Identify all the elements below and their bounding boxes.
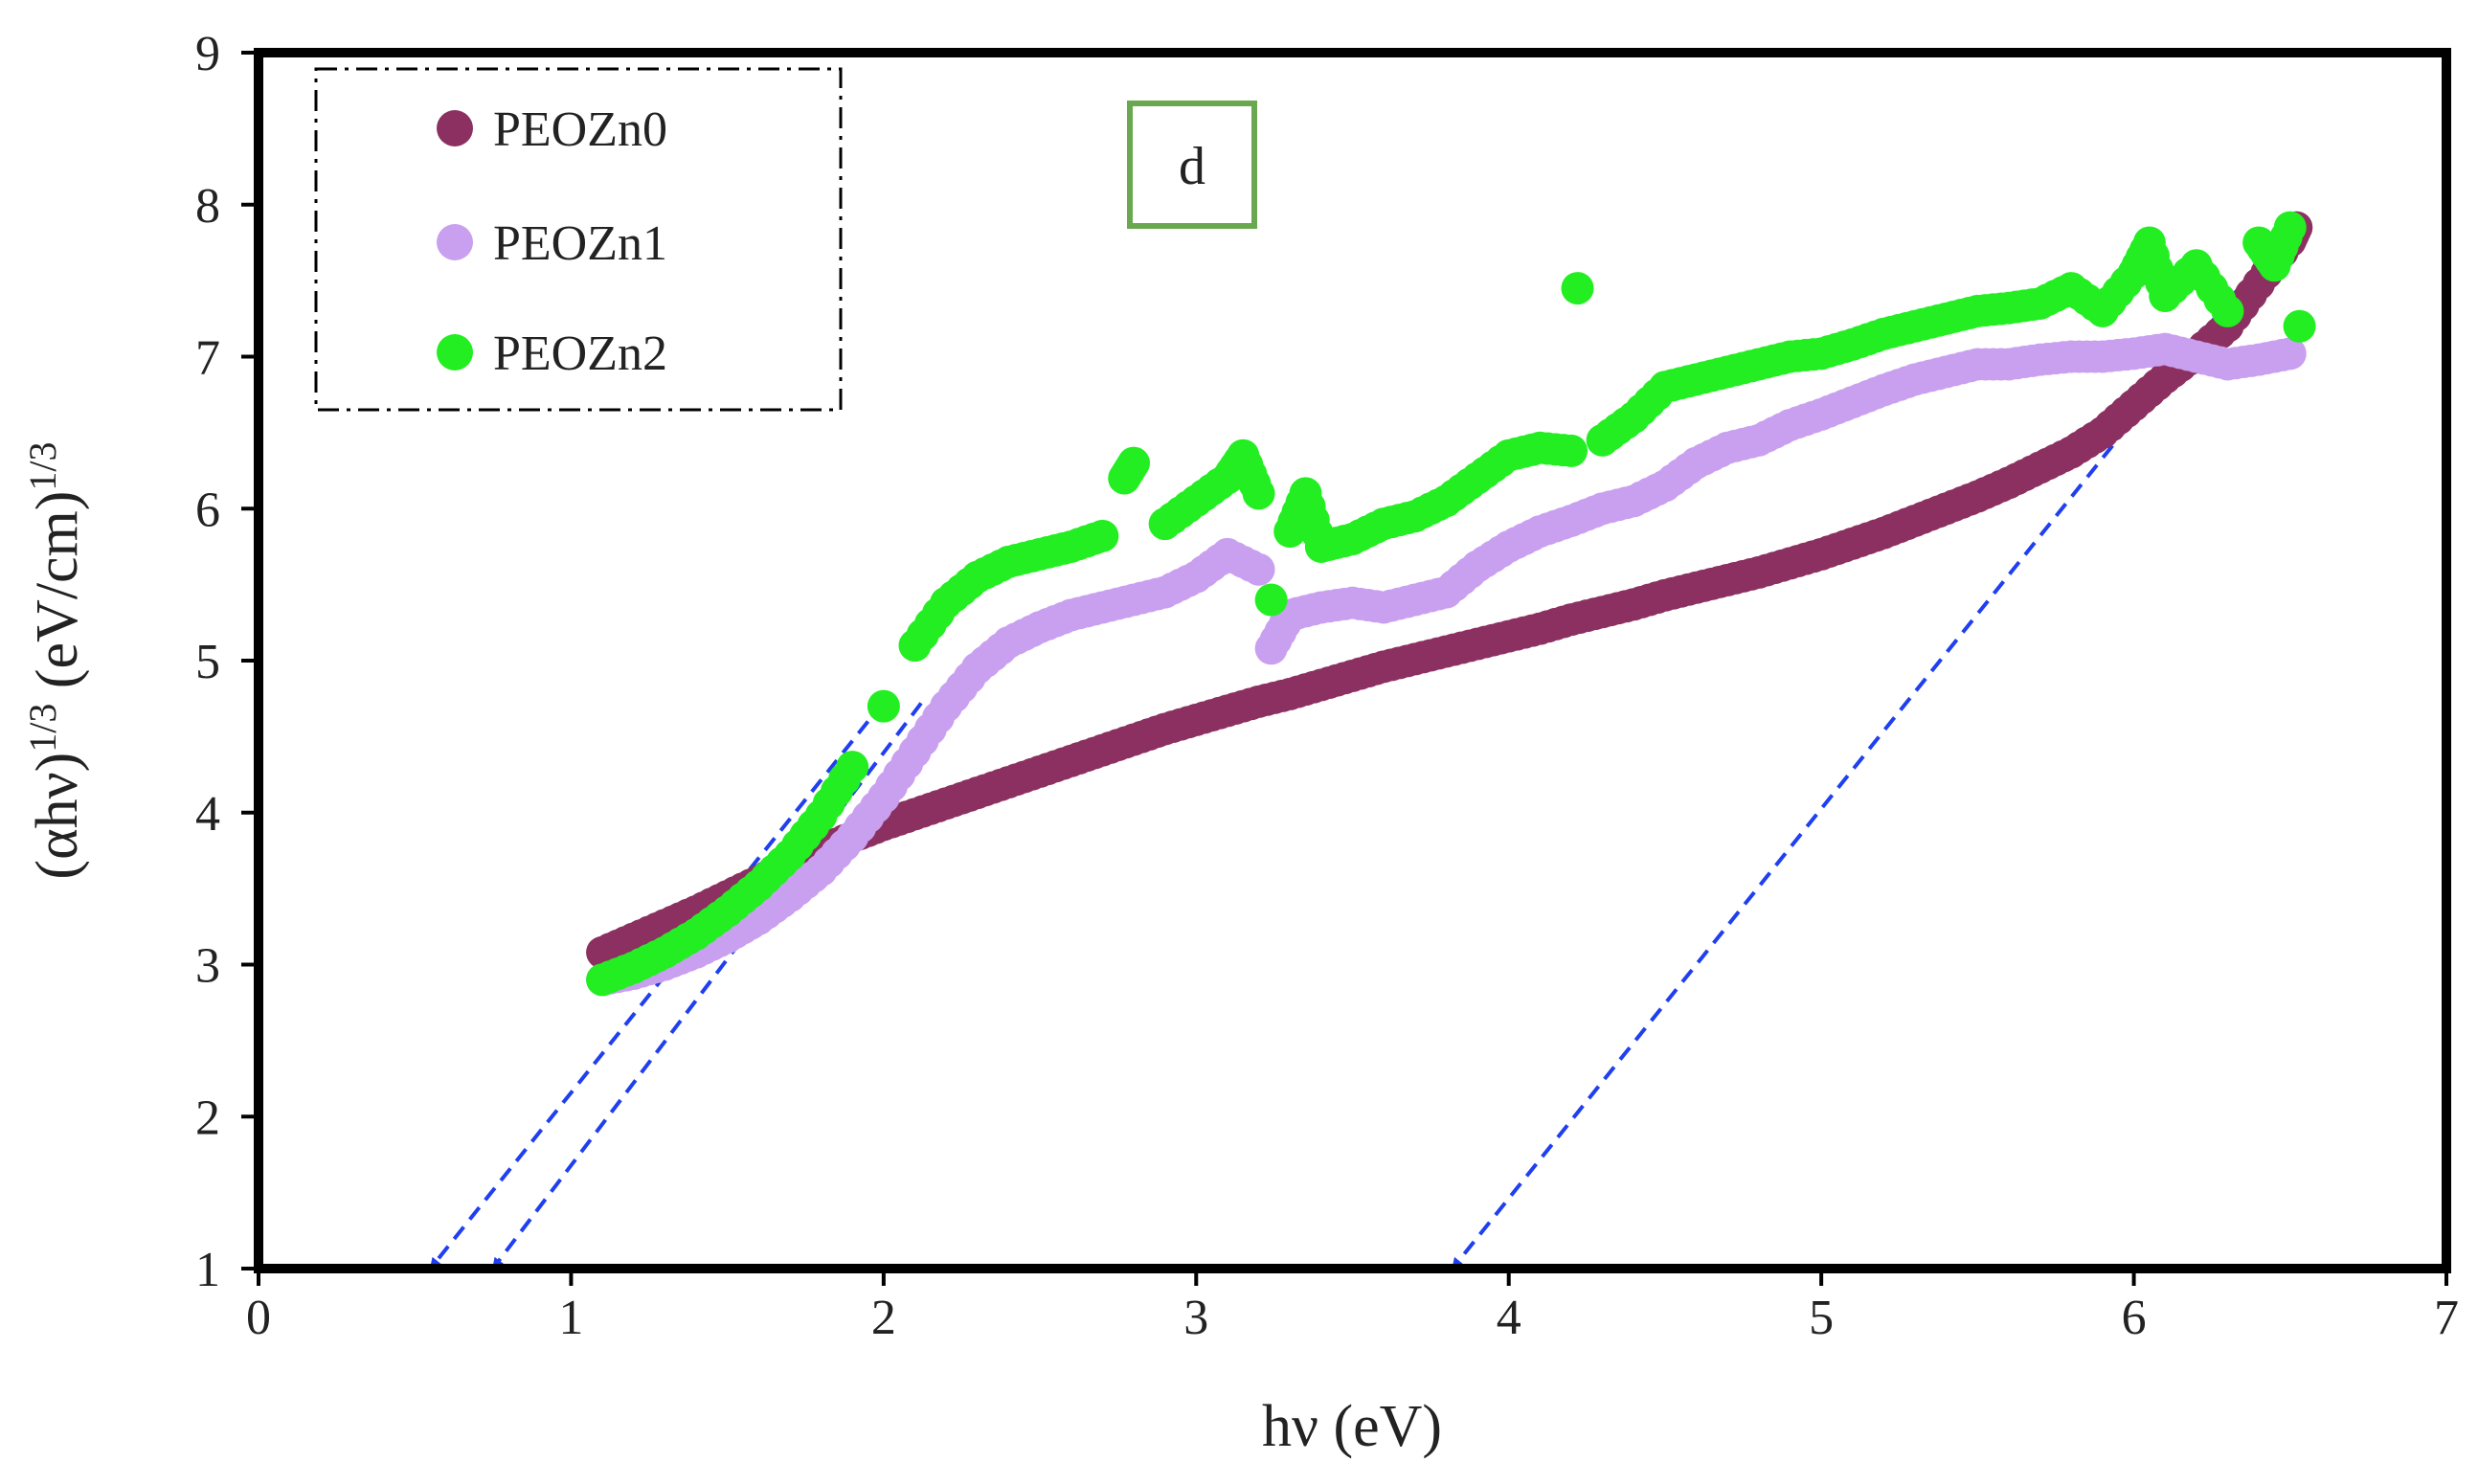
data-point-peozn2 bbox=[867, 689, 900, 723]
data-points bbox=[586, 211, 2316, 997]
x-tick-label: 3 bbox=[1183, 1291, 1208, 1345]
y-tick-label: 1 bbox=[195, 1243, 220, 1297]
x-tick-label: 4 bbox=[1497, 1291, 1521, 1345]
y-axis-title-units: (eV/cm) bbox=[25, 491, 90, 704]
y-axis-title-exponent-2: 1/3 bbox=[21, 441, 64, 490]
y-tick-label: 2 bbox=[195, 1091, 220, 1145]
y-axis-title-exponent-1: 1/3 bbox=[21, 704, 64, 753]
data-point-peozn2 bbox=[1117, 446, 1150, 480]
panel-label-box bbox=[1127, 101, 1257, 229]
y-tick-label: 8 bbox=[195, 179, 220, 234]
legend: PEOZn0 PEOZn1 PEOZn2 bbox=[314, 67, 843, 412]
series-peozn2 bbox=[586, 211, 2316, 997]
panel-label: d bbox=[1127, 101, 1257, 229]
data-point-peozn2 bbox=[836, 751, 869, 784]
y-tick-label: 4 bbox=[195, 787, 220, 842]
x-tick-label: 0 bbox=[246, 1291, 271, 1345]
y-tick-label: 7 bbox=[195, 331, 220, 386]
data-point-peozn2 bbox=[1555, 434, 1588, 467]
x-tick-label: 7 bbox=[2434, 1291, 2459, 1345]
x-tick-label: 2 bbox=[871, 1291, 896, 1345]
data-point-peozn2 bbox=[2283, 309, 2316, 343]
data-point-peozn2 bbox=[1561, 272, 1594, 305]
legend-marker-peozn2 bbox=[437, 334, 473, 371]
x-tick-label: 6 bbox=[2122, 1291, 2147, 1345]
extrapolation-lines bbox=[428, 231, 2286, 1270]
extrapolation-line bbox=[428, 720, 870, 1270]
x-tick-label: 5 bbox=[1809, 1291, 1834, 1345]
y-tick-label: 3 bbox=[195, 939, 220, 994]
data-point-peozn2 bbox=[1242, 477, 1275, 510]
data-point-peozn2 bbox=[2211, 294, 2244, 327]
legend-label-peozn0: PEOZn0 bbox=[493, 102, 667, 157]
y-axis-title: (αhν)1/3 (eV/cm)1/3 bbox=[21, 441, 90, 879]
data-point-peozn2 bbox=[1086, 519, 1119, 552]
panel-label-text: d bbox=[1179, 137, 1205, 196]
data-point-peozn1 bbox=[2273, 337, 2307, 371]
x-tick-label: 1 bbox=[558, 1291, 583, 1345]
legend-marker-peozn1 bbox=[437, 224, 473, 260]
data-point-peozn2 bbox=[2273, 211, 2307, 244]
y-tick-label: 6 bbox=[195, 483, 220, 537]
extrapolation-line bbox=[491, 702, 923, 1270]
x-axis-title: hν (eV) bbox=[1262, 1394, 1442, 1459]
x-axis-ticks: 0 1 2 3 4 5 6 7 bbox=[246, 1269, 2459, 1345]
y-tick-label: 9 bbox=[195, 27, 220, 81]
legend-box bbox=[314, 67, 843, 412]
y-axis-ticks: 1 2 3 4 5 6 7 8 9 bbox=[195, 27, 259, 1297]
data-point-peozn2 bbox=[1254, 583, 1288, 617]
y-axis-title-base: (αhν) bbox=[25, 753, 90, 880]
data-point-peozn1 bbox=[1242, 552, 1275, 586]
legend-marker-peozn0 bbox=[437, 110, 473, 146]
extrapolation-line bbox=[1451, 231, 2286, 1270]
legend-label-peozn2: PEOZn2 bbox=[493, 326, 667, 381]
y-tick-label: 5 bbox=[195, 635, 220, 689]
legend-label-peozn1: PEOZn1 bbox=[493, 216, 667, 271]
